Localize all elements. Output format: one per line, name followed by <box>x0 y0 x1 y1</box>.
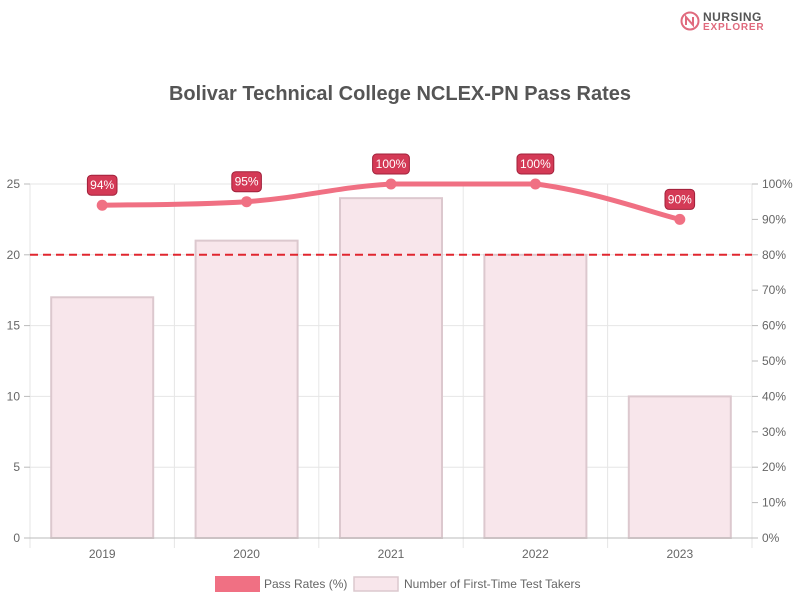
nursing-explorer-logo: NURSING EXPLORER <box>680 9 765 35</box>
logo-text-line1: NURSING <box>703 10 762 24</box>
axes: 0 5 10 15 20 25 0% 10% 20% 30% 40% 50% 60% 70% 80% 90% 1… <box>7 177 793 561</box>
line-point <box>529 178 541 190</box>
data-label: 100% <box>376 157 407 171</box>
legend-swatch-pass-rates <box>215 576 260 592</box>
y-left-tick-label: 0 <box>13 531 20 545</box>
y-right-tick-label: 20% <box>762 460 786 474</box>
line-point <box>96 199 108 211</box>
y-right-tick-label: 90% <box>762 212 786 226</box>
y-right-tick-label: 100% <box>762 177 793 191</box>
x-tick-label: 2022 <box>522 547 549 561</box>
data-label: 94% <box>90 178 114 192</box>
y-left-tick-label: 25 <box>7 177 21 191</box>
chart-title: Bolivar Technical College NCLEX-PN Pass … <box>169 83 631 105</box>
x-tick-label: 2021 <box>378 547 405 561</box>
logo-mark-icon <box>680 11 700 31</box>
x-tick-label: 2023 <box>666 547 693 561</box>
y-right-tick-label: 70% <box>762 283 786 297</box>
bar <box>50 296 155 539</box>
x-tick-label: 2019 <box>89 547 116 561</box>
data-label: 90% <box>668 192 692 206</box>
legend-swatch-test-takers <box>353 576 399 592</box>
data-label: 100% <box>520 157 551 171</box>
line-point <box>241 196 253 208</box>
y-right-tick-label: 40% <box>762 389 786 403</box>
bar <box>194 239 299 539</box>
data-label: 95% <box>235 175 259 189</box>
y-right-tick-label: 0% <box>762 531 780 545</box>
y-left-tick-label: 20 <box>7 248 21 262</box>
data-label-box <box>372 153 410 175</box>
y-left-tick-label: 15 <box>7 319 21 333</box>
data-labels: 94% 95% 100% 100% 90% <box>86 153 696 210</box>
data-label-box <box>231 171 262 193</box>
y-right-tick-label: 50% <box>762 354 786 368</box>
legend-label-test-takers: Number of First-Time Test Takers <box>404 577 580 591</box>
y-right-tick-label: 80% <box>762 248 786 262</box>
data-label-box <box>664 188 696 210</box>
bar-series <box>50 197 732 540</box>
y-left-tick-label: 5 <box>13 460 20 474</box>
legend: Pass Rates (%) Number of First-Time Test … <box>215 576 580 592</box>
line-point <box>674 213 686 225</box>
x-tick-label: 2020 <box>233 547 260 561</box>
y-right-tick-label: 10% <box>762 496 786 510</box>
data-label-box <box>516 153 555 175</box>
y-left-tick-label: 10 <box>7 389 21 403</box>
data-label-box <box>86 174 118 196</box>
bar <box>339 197 443 539</box>
logo-text-line2: EXPLORER <box>703 22 765 33</box>
legend-label-pass-rates: Pass Rates (%) <box>264 577 347 591</box>
y-right-tick-label: 60% <box>762 319 786 333</box>
y-right-tick-label: 30% <box>762 425 786 439</box>
line-series <box>96 178 686 225</box>
bar <box>483 253 588 540</box>
bar <box>627 395 732 539</box>
line-point <box>385 178 397 190</box>
